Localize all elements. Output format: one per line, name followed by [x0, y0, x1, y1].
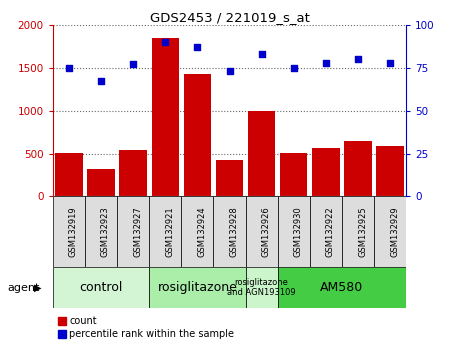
Text: GSM132919: GSM132919 [69, 206, 78, 257]
Point [354, 56, 362, 62]
FancyBboxPatch shape [278, 196, 310, 267]
FancyBboxPatch shape [246, 267, 278, 308]
Bar [376, 146, 404, 196]
Text: GSM132925: GSM132925 [358, 206, 367, 257]
Text: ▶: ▶ [34, 282, 42, 293]
Text: GSM132927: GSM132927 [133, 206, 142, 257]
Point [386, 60, 394, 65]
Bar [216, 160, 243, 196]
FancyBboxPatch shape [310, 196, 342, 267]
Bar [344, 141, 372, 196]
Bar [87, 169, 115, 196]
Point [97, 79, 105, 84]
Point [226, 68, 233, 74]
FancyBboxPatch shape [342, 196, 374, 267]
Text: GSM132922: GSM132922 [326, 206, 335, 257]
Bar [151, 38, 179, 196]
FancyBboxPatch shape [213, 196, 246, 267]
Bar [119, 150, 147, 196]
FancyBboxPatch shape [85, 196, 117, 267]
Bar [55, 153, 83, 196]
Point [129, 62, 137, 67]
Text: GSM132923: GSM132923 [101, 206, 110, 257]
FancyBboxPatch shape [246, 196, 278, 267]
FancyBboxPatch shape [53, 267, 149, 308]
Text: AM580: AM580 [320, 281, 364, 294]
Bar [312, 148, 340, 196]
FancyBboxPatch shape [149, 267, 246, 308]
Bar [248, 110, 275, 196]
Point [258, 51, 265, 57]
Point [322, 60, 330, 65]
Text: GSM132929: GSM132929 [390, 206, 399, 257]
FancyBboxPatch shape [374, 196, 406, 267]
Text: GSM132930: GSM132930 [294, 206, 303, 257]
Text: GSM132926: GSM132926 [262, 206, 271, 257]
Point [162, 39, 169, 45]
Bar [280, 153, 308, 196]
FancyBboxPatch shape [53, 196, 85, 267]
Point [65, 65, 73, 70]
Text: control: control [79, 281, 123, 294]
Title: GDS2453 / 221019_s_at: GDS2453 / 221019_s_at [150, 11, 309, 24]
Bar [184, 74, 211, 196]
Text: rosiglitazone
and AGN193109: rosiglitazone and AGN193109 [227, 278, 296, 297]
Legend: count, percentile rank within the sample: count, percentile rank within the sample [58, 316, 234, 339]
Text: GSM132924: GSM132924 [197, 206, 207, 257]
FancyBboxPatch shape [278, 267, 406, 308]
FancyBboxPatch shape [117, 196, 149, 267]
FancyBboxPatch shape [149, 196, 181, 267]
Point [290, 65, 297, 70]
Point [194, 44, 201, 50]
Text: agent: agent [7, 282, 39, 293]
FancyBboxPatch shape [181, 196, 213, 267]
Text: rosiglitazone: rosiglitazone [157, 281, 237, 294]
Text: GSM132928: GSM132928 [230, 206, 239, 257]
Text: GSM132921: GSM132921 [165, 206, 174, 257]
